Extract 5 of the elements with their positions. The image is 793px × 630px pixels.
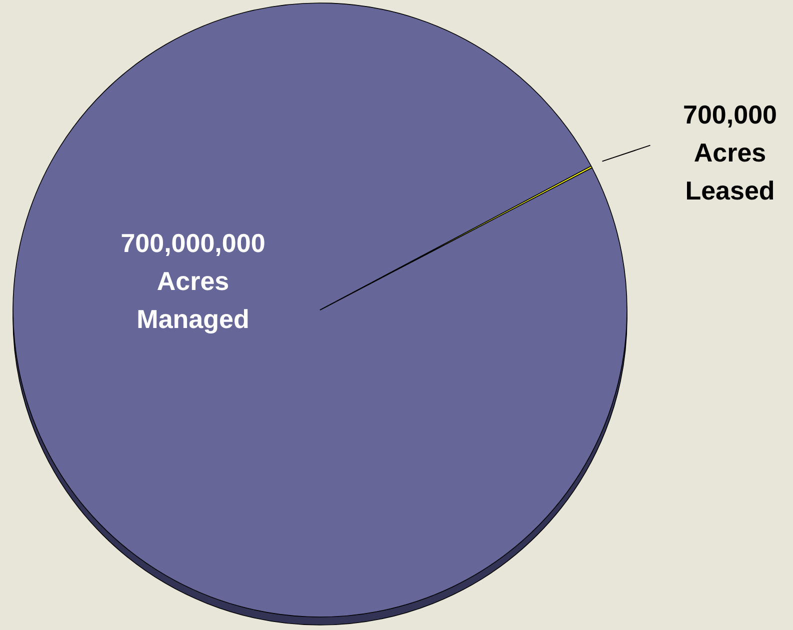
data-label: 700,000 — [683, 99, 777, 130]
pie-slice — [320, 166, 592, 310]
data-label: 700,000,000 — [120, 228, 266, 258]
legend-label: Acres Leased — [685, 137, 775, 206]
slice-label: Acres Managed — [136, 266, 250, 334]
